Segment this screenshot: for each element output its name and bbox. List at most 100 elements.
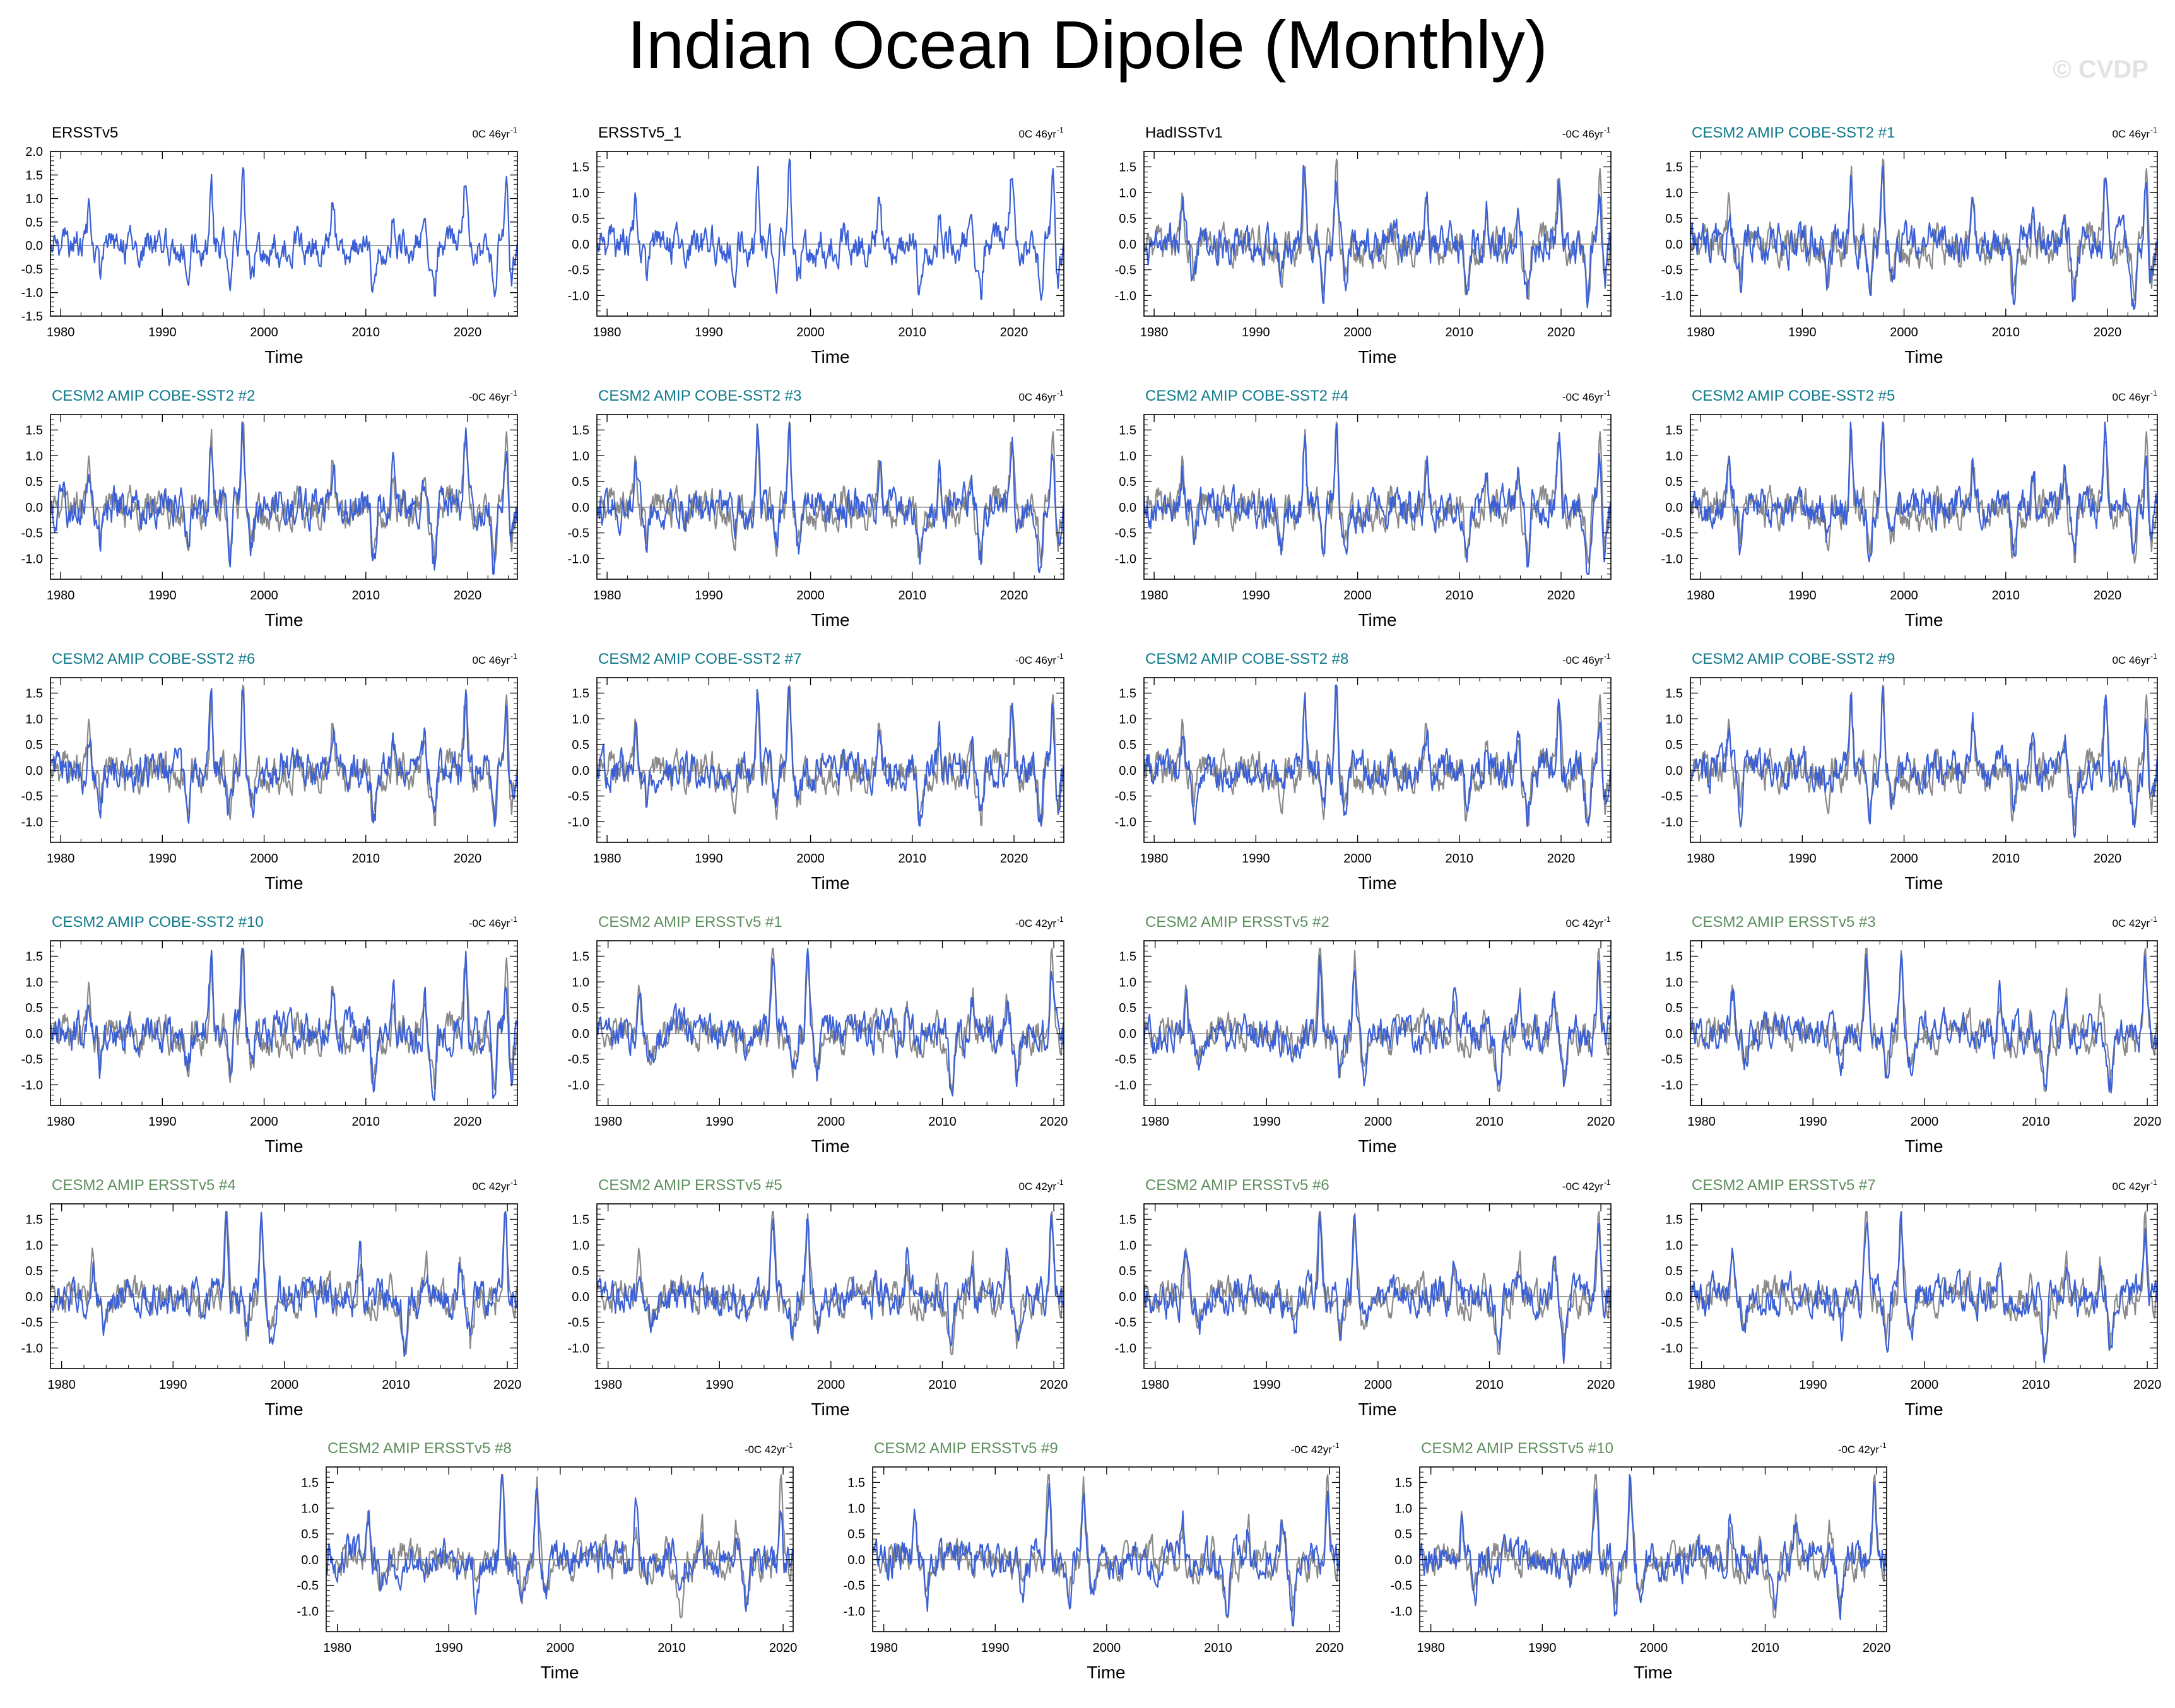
x-axis-label: Time	[1087, 1663, 1125, 1682]
model-series-line	[50, 948, 517, 1101]
panel-series	[326, 1474, 793, 1618]
x-axis-label: Time	[264, 610, 303, 630]
x-axis-label: Time	[1634, 1663, 1672, 1682]
panel-trend-superscript: -1	[1604, 652, 1611, 661]
x-tick-label: 2010	[899, 852, 927, 866]
observation-series-line	[873, 1474, 1340, 1618]
y-tick-label: 1.5	[1119, 160, 1136, 174]
y-tick-label: -0.5	[1115, 264, 1136, 278]
y-tick-label: 0.5	[572, 1001, 589, 1015]
y-tick-label: 0.0	[301, 1553, 319, 1567]
y-tick-label: 1.0	[1119, 712, 1136, 726]
model-series-line	[1690, 165, 2157, 310]
y-tick-label: 0.0	[847, 1553, 865, 1567]
x-tick-label: 1980	[1140, 852, 1169, 866]
y-tick-label: 0.5	[25, 738, 43, 752]
y-tick-label: 1.0	[25, 192, 43, 206]
x-tick-label: 2000	[1890, 852, 1918, 866]
observation-series-line	[597, 1211, 1064, 1355]
x-tick-label: 2020	[2133, 1378, 2162, 1392]
x-tick-label: 2020	[1547, 852, 1576, 866]
model-series-line	[50, 688, 517, 827]
panel-trend-label: -0C 46yr	[1562, 391, 1604, 403]
x-tick-label: 1990	[1528, 1641, 1557, 1655]
y-tick-label: -0.5	[21, 790, 43, 804]
y-tick-label: 0.0	[572, 501, 589, 515]
y-tick-label: 0.0	[25, 1027, 43, 1041]
x-tick-label: 1980	[1687, 589, 1715, 603]
panel-series	[1144, 421, 1611, 575]
panel-trend-superscript: -1	[1333, 1441, 1340, 1450]
model-series-line	[1690, 1211, 2157, 1363]
y-tick-label: 1.0	[301, 1502, 319, 1516]
y-tick-label: -1.0	[1115, 815, 1136, 829]
panel-trend-label: 0C 46yr	[2112, 654, 2150, 666]
y-tick-label: -0.5	[568, 1316, 589, 1330]
y-tick-label: -0.5	[1661, 1053, 1683, 1067]
x-tick-label: 1980	[47, 326, 75, 339]
panel-series	[873, 1474, 1340, 1627]
x-tick-label: 2020	[1000, 589, 1029, 603]
model-series-line	[1690, 952, 2157, 1093]
panel-frame	[50, 151, 518, 317]
chart-panel-19: CESM2 AMIP ERSSTv5 #6 -0C 42yr -1 -1.0 -0.5 0…	[1115, 1177, 1615, 1419]
y-tick-label: 1.0	[1119, 975, 1136, 989]
figure-title: Indian Ocean Dipole (Monthly)	[627, 6, 1548, 83]
x-axis-label: Time	[811, 347, 849, 367]
panel-trend-superscript: -1	[1604, 126, 1611, 134]
observation-series-line	[50, 1211, 517, 1355]
x-tick-label: 2010	[1446, 589, 1474, 603]
panel-trend-label: -0C 42yr	[745, 1444, 786, 1456]
chart-panel-4: CESM2 AMIP COBE-SST2 #1 0C 46yr -1 -1.0 -0.5…	[1661, 124, 2158, 367]
chart-panel-6: CESM2 AMIP COBE-SST2 #3 0C 46yr -1 -1.0 -0.5…	[568, 387, 1064, 630]
chart-panel-18: CESM2 AMIP ERSSTv5 #5 0C 42yr -1 -1.0 -0.5 0.…	[568, 1177, 1068, 1419]
panel-trend-superscript: -1	[510, 1178, 517, 1187]
panel-title: ERSSTv5	[52, 124, 118, 141]
model-series-line	[1144, 954, 1611, 1088]
observation-series-line	[1690, 1211, 2157, 1355]
x-tick-label: 1980	[1687, 326, 1715, 339]
panel-trend-superscript: -1	[2150, 652, 2157, 661]
panel-frame	[872, 1466, 1340, 1632]
x-tick-label: 2020	[1000, 852, 1029, 866]
x-tick-label: 2020	[1863, 1641, 1891, 1655]
y-tick-label: 1.0	[572, 1239, 589, 1252]
y-tick-label: -0.5	[21, 527, 43, 541]
y-tick-label: 0.5	[1665, 1264, 1683, 1278]
x-tick-label: 1990	[1788, 326, 1817, 339]
y-tick-label: 0.0	[25, 501, 43, 515]
model-series-line	[1420, 1474, 1887, 1620]
panel-series	[597, 948, 1064, 1097]
y-tick-label: 0.5	[1665, 1001, 1683, 1015]
panel-trend-superscript: -1	[2150, 389, 2157, 398]
panel-trend-superscript: -1	[2150, 1178, 2157, 1187]
x-axis-label: Time	[1904, 1136, 1943, 1156]
x-tick-label: 2000	[1093, 1641, 1121, 1655]
x-tick-label: 2010	[1446, 326, 1474, 339]
y-tick-label: -0.5	[1661, 790, 1683, 804]
observation-series-line	[597, 948, 1064, 1092]
y-tick-label: -1.0	[568, 1341, 589, 1355]
y-tick-label: 1.5	[301, 1476, 319, 1490]
x-tick-label: 2010	[1446, 852, 1474, 866]
x-axis-label: Time	[811, 1136, 849, 1156]
panel-title: CESM2 AMIP COBE-SST2 #3	[598, 387, 801, 404]
panel-title: CESM2 AMIP ERSSTv5 #1	[598, 914, 782, 931]
panel-trend-label: 0C 46yr	[1018, 128, 1056, 140]
x-tick-label: 1990	[981, 1641, 1010, 1655]
x-axis-label: Time	[1358, 347, 1396, 367]
x-tick-label: 2000	[1911, 1115, 1939, 1129]
y-tick-label: -1.0	[21, 286, 43, 300]
chart-panel-3: HadISSTv1 -0C 46yr -1 -1.0 -0.5 0.0 0.5 1.0 1.5 1…	[1115, 124, 1612, 367]
x-tick-label: 2010	[1204, 1641, 1232, 1655]
x-tick-label: 1990	[1788, 852, 1817, 866]
y-tick-label: 1.0	[1665, 186, 1683, 200]
x-tick-label: 2020	[1587, 1115, 1615, 1129]
x-tick-label: 2000	[250, 326, 278, 339]
y-tick-label: -1.0	[844, 1605, 865, 1618]
y-tick-label: 0.5	[1394, 1528, 1412, 1541]
x-tick-label: 2020	[1000, 326, 1029, 339]
y-tick-label: 1.0	[1665, 712, 1683, 726]
panel-title: CESM2 AMIP ERSSTv5 #3	[1692, 914, 1876, 931]
